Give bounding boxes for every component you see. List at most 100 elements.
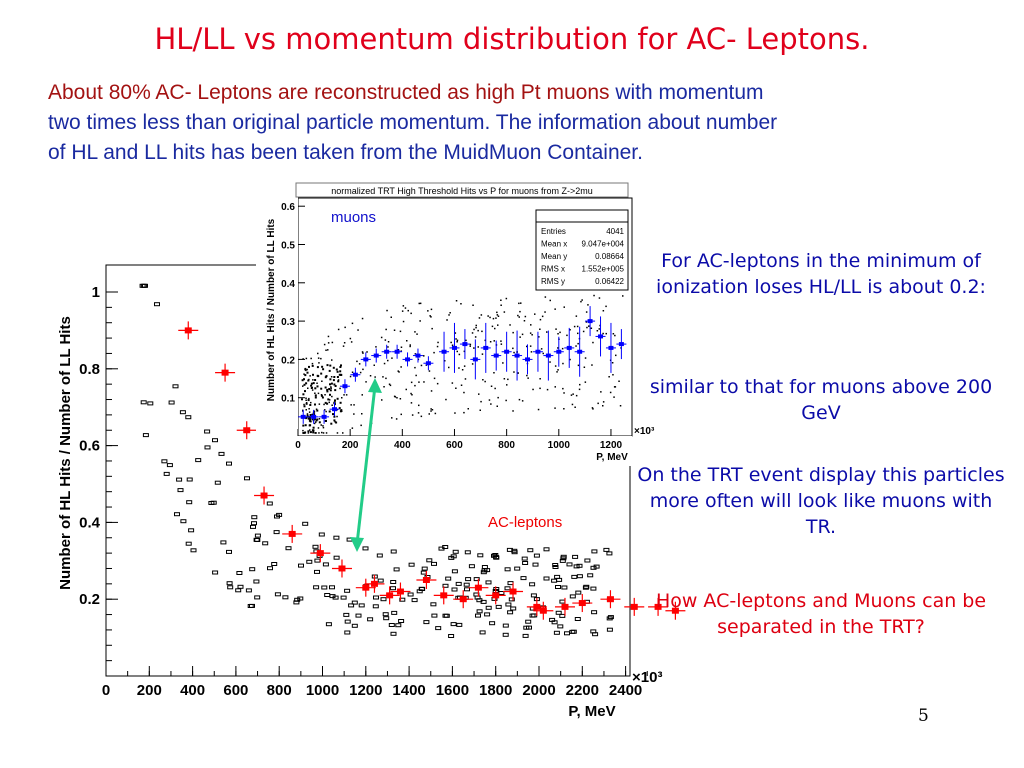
inset-x-axis-label: P, MeV: [596, 452, 628, 463]
inset-scatter-point: [419, 302, 422, 305]
inset-scatter-point: [517, 372, 519, 374]
inset-scatter-point: [365, 381, 367, 383]
inset-x-tick-label: 200: [342, 440, 359, 451]
profile-point: [316, 550, 324, 557]
inset-scatter-point: [461, 369, 464, 371]
inset-scatter-point: [400, 366, 402, 368]
inset-scatter-point: [416, 333, 418, 335]
muons-inset-chart: normalized TRT High Threshold Hits vs P …: [256, 182, 655, 468]
inset-scatter-point: [585, 311, 588, 313]
inset-scatter-point: [592, 408, 594, 410]
inset-scatter-point: [328, 369, 331, 372]
scatter-point: [393, 567, 400, 572]
inset-scatter-point: [544, 311, 546, 313]
inset-scatter-point: [428, 370, 431, 372]
inset-scatter-point: [455, 387, 457, 389]
inset-scatter-point: [496, 314, 499, 316]
inset-scatter-point: [578, 388, 581, 391]
profile-point: [539, 607, 547, 614]
inset-scatter-point: [520, 302, 522, 304]
inset-scatter-point: [361, 351, 364, 353]
inset-profile-point: [556, 349, 562, 354]
scatter-point: [421, 566, 428, 571]
inset-scatter-point: [454, 412, 456, 414]
inset-scatter-point: [521, 400, 524, 402]
inset-scatter-point: [614, 386, 617, 388]
inset-scatter-point: [612, 374, 614, 376]
inset-scatter-point: [496, 405, 498, 407]
scatter-point: [325, 622, 332, 627]
inset-scatter-point: [518, 398, 521, 401]
profile-point: [492, 592, 500, 599]
inset-y-tick-label: 0.1: [281, 394, 295, 405]
inset-scatter-point: [332, 366, 335, 369]
stats-label: Mean y: [541, 252, 567, 261]
inset-scatter-point: [451, 382, 454, 384]
inset-scatter-point: [506, 384, 508, 386]
inset-scatter-point: [324, 386, 327, 389]
inset-scatter-point: [608, 376, 610, 378]
inset-scatter-point: [563, 408, 565, 410]
inset-scatter-point: [320, 357, 322, 360]
inset-scatter-point: [423, 355, 425, 357]
note-similar-muons: similar to that for muons above 200 GeV: [649, 376, 993, 424]
inset-scatter-point: [540, 348, 543, 350]
scatter-point: [204, 429, 211, 434]
inset-scatter-point: [463, 391, 465, 394]
scatter-point: [358, 603, 365, 608]
inset-scatter-point: [563, 392, 565, 394]
inset-scatter-point: [427, 310, 429, 312]
scatter-point: [340, 595, 347, 600]
inset-scatter-point: [312, 426, 315, 429]
inset-profile-point: [300, 414, 306, 419]
inset-scatter-point: [612, 333, 615, 335]
inset-scatter-point: [519, 336, 521, 338]
inset-scatter-point: [311, 389, 314, 391]
scatter-point: [212, 438, 218, 443]
scatter-point: [344, 619, 351, 624]
inset-scatter-point: [309, 414, 312, 416]
inset-scatter-point: [362, 352, 364, 354]
inset-scatter-point: [491, 325, 494, 328]
inset-scatter-point: [402, 320, 405, 323]
inset-scatter-point: [302, 393, 305, 396]
inset-x-tick-label: 1000: [548, 440, 571, 451]
x-tick-label: 1600: [436, 682, 469, 699]
scatter-point: [431, 613, 438, 618]
inset-scatter-point: [337, 328, 340, 331]
scatter-point: [464, 587, 470, 592]
scatter-point: [485, 605, 492, 610]
inset-scatter-point: [311, 362, 314, 365]
inset-scatter-point: [577, 364, 580, 367]
inset-y-tick-label: 0.2: [281, 355, 295, 366]
inset-profile-point: [472, 357, 478, 362]
scatter-point: [250, 524, 256, 529]
inset-profile-point: [608, 345, 614, 350]
scatter-point: [251, 521, 257, 526]
inset-scatter-point: [480, 400, 482, 403]
scatter-point: [333, 555, 340, 560]
inset-scatter-point: [580, 300, 582, 303]
scatter-point: [480, 599, 487, 604]
inset-scatter-point: [302, 429, 304, 432]
inset-scatter-point: [609, 391, 612, 394]
scatter-point: [166, 463, 173, 468]
inset-scatter-point: [304, 368, 307, 371]
inset-scatter-point: [307, 399, 310, 402]
inset-scatter-point: [613, 396, 615, 398]
scatter-point: [606, 616, 613, 621]
inset-scatter-point: [592, 341, 594, 344]
inset-scatter-point: [308, 411, 311, 413]
scatter-point: [464, 550, 471, 555]
scatter-point: [344, 588, 351, 593]
inset-scatter-point: [335, 368, 338, 371]
inset-scatter-point: [394, 396, 397, 398]
inset-scatter-point: [489, 316, 491, 319]
scatter-point: [522, 633, 529, 638]
inset-scatter-point: [306, 371, 309, 374]
inset-scatter-point: [304, 374, 307, 377]
scatter-point: [247, 604, 254, 608]
inset-scatter-point: [373, 364, 375, 366]
inset-scatter-point: [554, 308, 556, 310]
scatter-point: [163, 471, 170, 476]
